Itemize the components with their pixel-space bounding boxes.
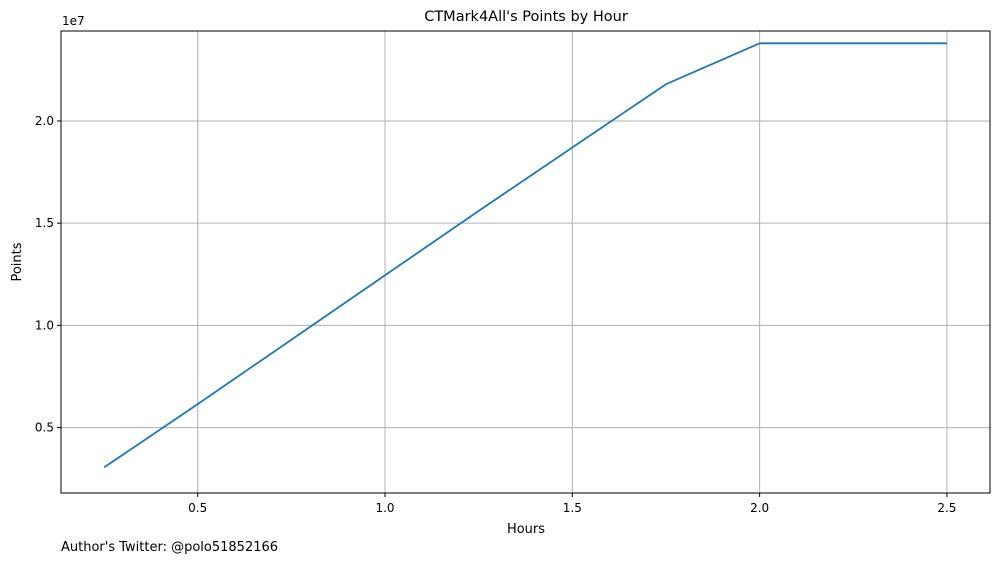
x-tick-label: 2.5 [937,501,956,515]
data-point [571,147,573,149]
data-point [665,83,667,85]
y-tick-label: 1.0 [35,318,54,332]
data-point [478,210,480,212]
x-tick-label: 1.5 [563,501,582,515]
x-axis-label: Hours [507,522,545,537]
data-point [852,42,854,44]
data-point [946,42,948,44]
x-tick-label: 0.5 [188,501,207,515]
series-layer [103,42,948,469]
y-axis-offset-label: 1e7 [62,14,85,28]
data-point [197,403,199,405]
x-axis-ticks: 0.5 1.0 1.5 2.0 2.5 [188,493,956,515]
grid-lines [61,31,990,493]
data-point [290,339,292,341]
author-note: Author's Twitter: @polo51852166 [61,540,278,555]
y-axis-label: Points [10,242,25,281]
y-tick-label: 2.0 [35,114,54,128]
x-tick-label: 2.0 [750,501,769,515]
y-axis-ticks: 0.5 1.0 1.5 2.0 [35,114,61,435]
chart-title: CTMark4All's Points by Hour [424,9,628,25]
y-tick-label: 1.5 [35,216,54,230]
data-point [384,274,386,276]
data-point [759,42,761,44]
series-line [103,42,947,469]
x-tick-label: 1.0 [375,501,394,515]
y-tick-label: 0.5 [35,421,54,435]
data-point [103,467,105,469]
plot-frame [60,30,991,494]
